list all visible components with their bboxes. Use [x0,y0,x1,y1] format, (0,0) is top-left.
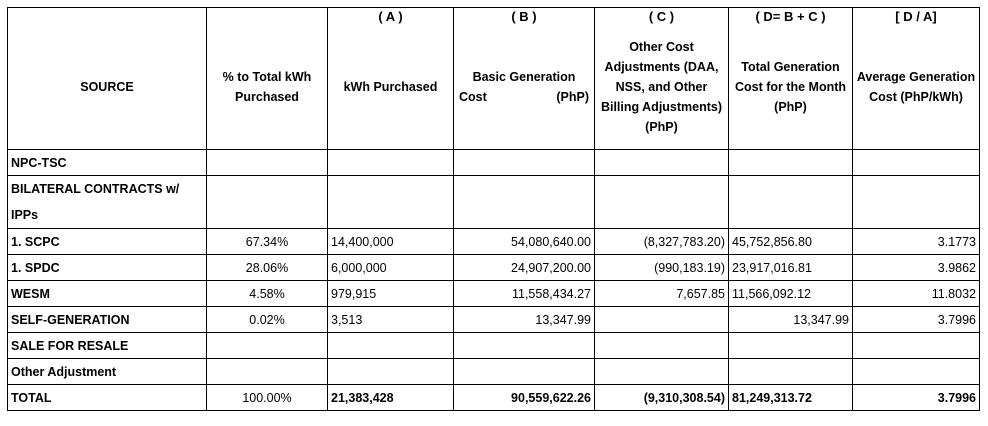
table-row-self-generation: SELF-GENERATION 0.02% 3,513 13,347.99 13… [7,306,980,333]
header-other-cost-adjustments: ( C ) Other Cost Adjustments (DAA, NSS, a… [594,7,729,150]
header-row: SOURCE % to Total kWh Purchased ( A ) kWh… [7,7,980,150]
table-row-sale-for-resale: SALE FOR RESALE [7,332,980,359]
table-row-total: TOTAL 100.00% 21,383,428 90,559,622.26 (… [7,384,980,411]
header-kwh-purchased: ( A ) kWh Purchased [327,7,454,150]
header-source: SOURCE [7,7,207,150]
header-average-generation-cost: [ D / A] Average Generation Cost (PhP/kWh… [852,7,980,150]
generation-cost-table: SOURCE % to Total kWh Purchased ( A ) kWh… [7,7,980,411]
table-row-other-adjustment: Other Adjustment [7,358,980,385]
table-row-npc-tsc: NPC-TSC [7,149,980,176]
header-total-generation-cost: ( D= B + C ) Total Generation Cost for th… [728,7,853,150]
table-row-wesm: WESM 4.58% 979,915 11,558,434.27 7,657.8… [7,280,980,307]
table-row-scpc: 1. SCPC 67.34% 14,400,000 54,080,640.00 … [7,228,980,255]
header-basic-generation-cost: ( B ) Basic Generation Cost (PhP) [453,7,595,150]
table-row-spdc: 1. SPDC 28.06% 6,000,000 24,907,200.00 (… [7,254,980,281]
header-pct-total: % to Total kWh Purchased [206,7,328,150]
table-row-bilateral-contracts: BILATERAL CONTRACTS w/ IPPs [7,175,980,229]
